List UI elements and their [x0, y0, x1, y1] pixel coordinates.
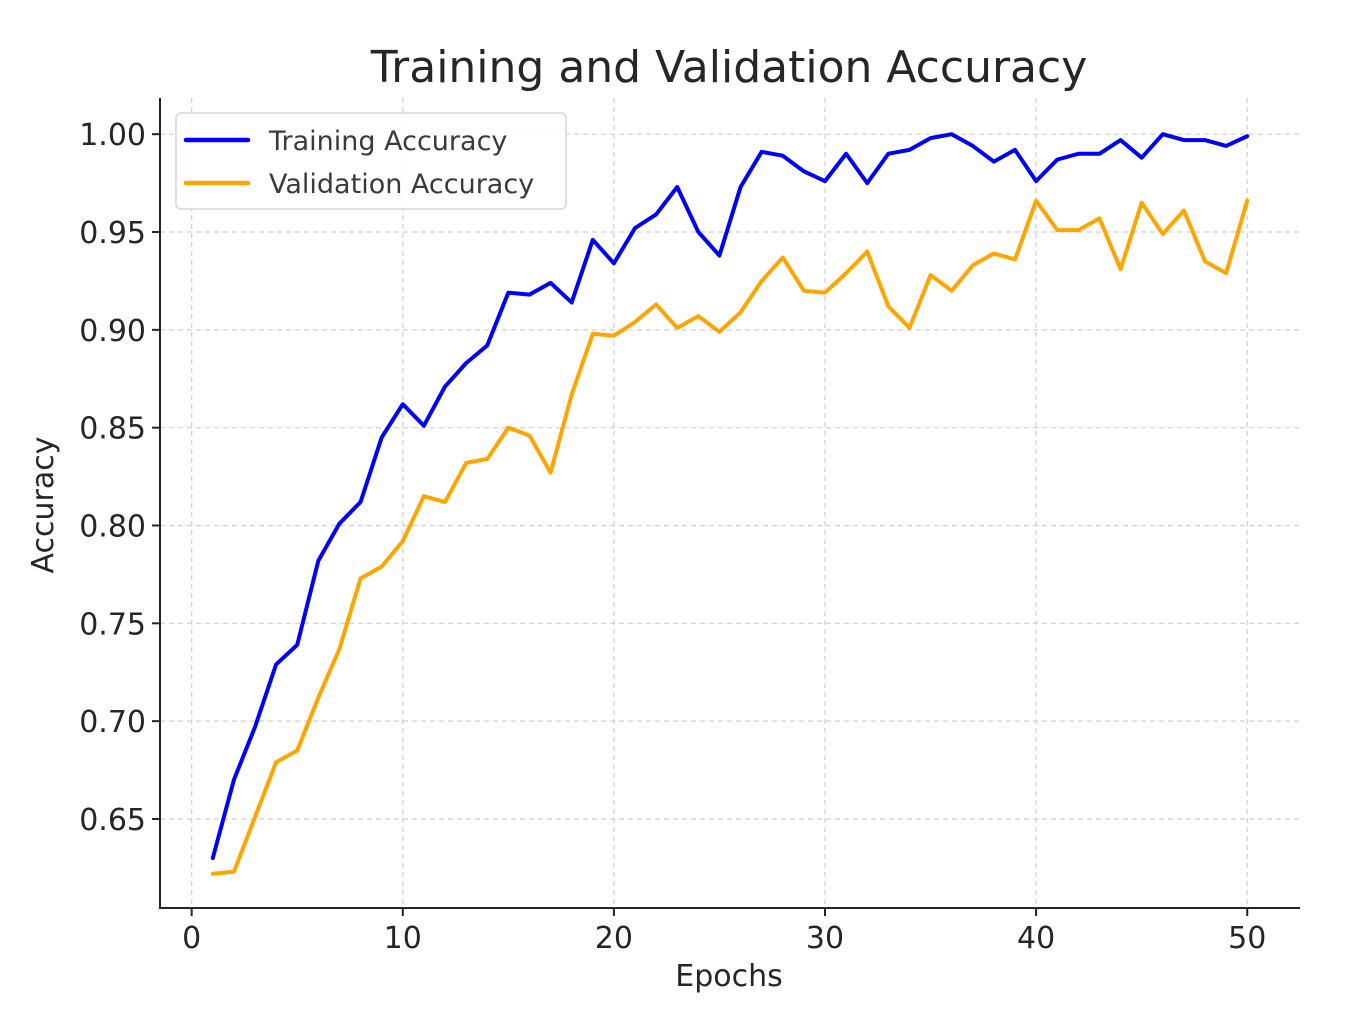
series-line-training: [210, 132, 1250, 861]
chart-title: Training and Validation Accuracy: [370, 42, 1088, 93]
legend-box: [175, 112, 567, 210]
axes-layer: 0 10 20 30 40 50 0.65 0.70 0.75 0.80 0.85 0.90 0.95 1…: [79, 98, 1300, 956]
x-axis-label: Epochs: [675, 959, 783, 994]
x-tick-label: 30: [806, 921, 844, 956]
y-tick-label: 0.85: [79, 412, 146, 447]
y-tick-label: 1.00: [79, 118, 146, 153]
x-tick-label: 10: [384, 921, 422, 956]
axis-spines: [159, 98, 1300, 909]
x-tick-label: 40: [1017, 921, 1055, 956]
y-axis-label: Accuracy: [26, 437, 61, 574]
y-tick-label: 0.65: [79, 803, 146, 838]
x-tick-label: 20: [595, 921, 633, 956]
legend-label-validation: Validation Accuracy: [269, 169, 534, 200]
y-tick-label: 0.90: [79, 314, 146, 349]
legend: Training Accuracy Validation Accuracy: [175, 112, 567, 210]
x-tick-label: 0: [182, 921, 201, 956]
y-tick-label: 0.70: [79, 705, 146, 740]
series-line-validation: [210, 198, 1250, 876]
legend-label-training: Training Accuracy: [268, 126, 507, 157]
series-layer: [210, 132, 1250, 876]
y-tick-label: 0.95: [79, 216, 146, 251]
x-tick-label: 50: [1228, 921, 1266, 956]
y-tick-label: 0.80: [79, 510, 146, 545]
grid-layer: [160, 98, 1300, 908]
y-tick-label: 0.75: [79, 607, 146, 642]
